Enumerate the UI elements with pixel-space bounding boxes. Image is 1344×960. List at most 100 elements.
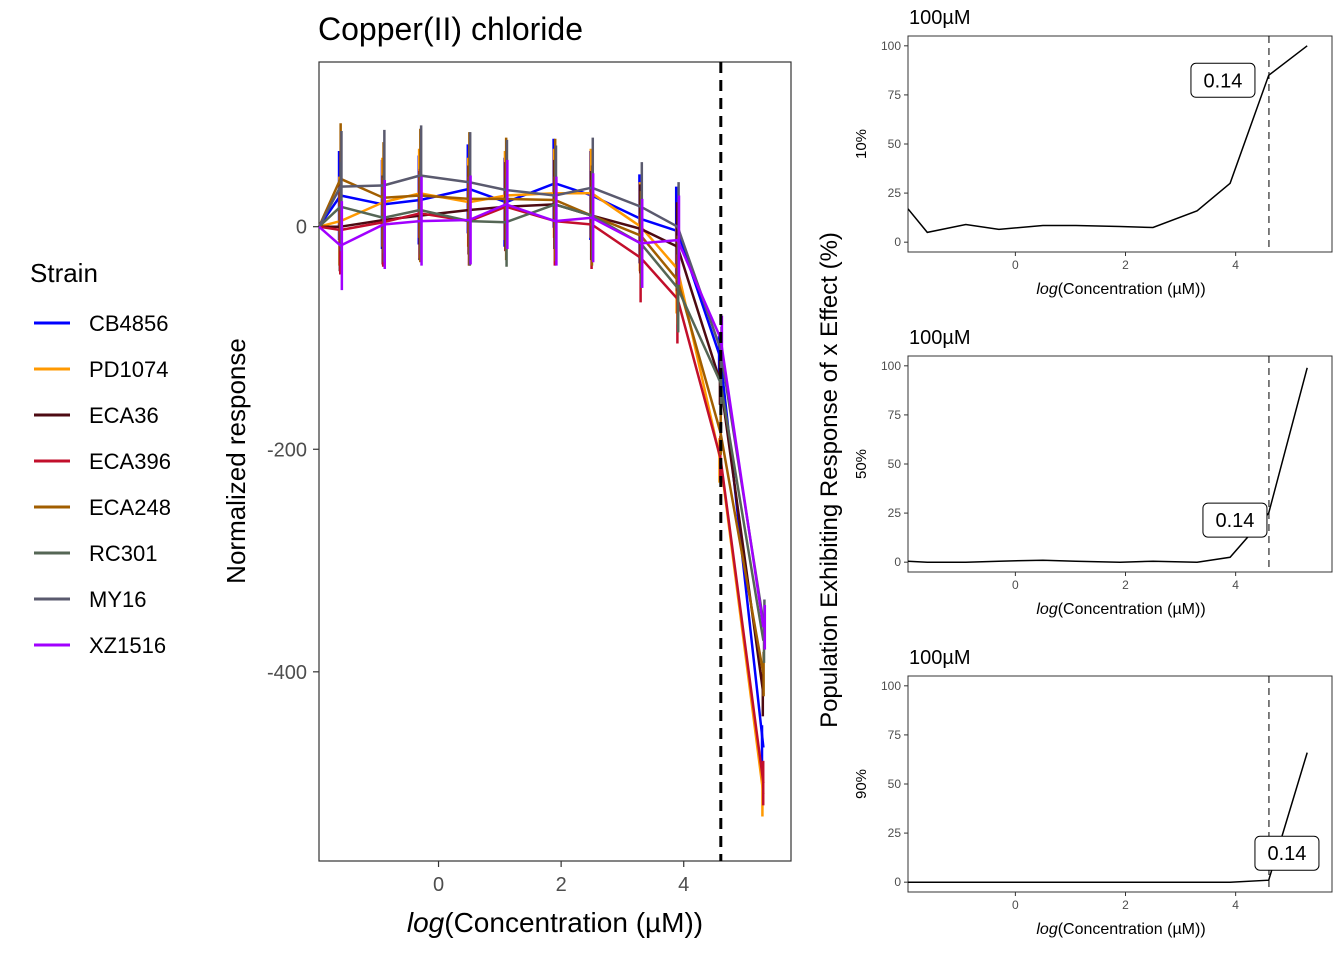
small-y-tick-label: 100 bbox=[881, 39, 901, 53]
small-x-tick-label: 0 bbox=[1012, 578, 1019, 592]
main-x-axis-label-paren-close: ) bbox=[694, 907, 703, 938]
main-x-axis-label-inner: Concentration (µM) bbox=[454, 907, 694, 938]
series-line bbox=[319, 203, 765, 695]
small-x-axis-label-log: log bbox=[1036, 281, 1057, 298]
small-y-tick-label: 25 bbox=[888, 186, 902, 200]
small-y-tick-label: 100 bbox=[881, 679, 901, 693]
small-x-axis-label-paren-open: ( bbox=[1058, 281, 1064, 298]
legend-label: XZ1516 bbox=[89, 633, 166, 658]
small-plot-border bbox=[907, 35, 1333, 253]
small-x-axis-label-paren-open: ( bbox=[1058, 601, 1064, 618]
small-plot-border bbox=[907, 355, 1333, 573]
small-y-tick-label: 100 bbox=[881, 359, 901, 373]
annotation-label: 0.14 bbox=[1215, 510, 1254, 532]
main-y-tick-label: -200 bbox=[267, 439, 307, 461]
main-y-axis-label: Normalized response bbox=[221, 338, 251, 584]
small-chart-title: 100µM bbox=[909, 327, 971, 349]
small-chart-title: 100µM bbox=[909, 7, 971, 29]
legend-label: ECA248 bbox=[89, 495, 171, 520]
small-y-tick-label: 0 bbox=[894, 235, 901, 249]
legend-item: MY16 bbox=[34, 587, 146, 612]
small-series-line bbox=[908, 367, 1308, 563]
main-chart-title: Copper(II) chloride bbox=[318, 11, 583, 47]
legend-item: ECA248 bbox=[34, 495, 171, 520]
main-x-axis-label-paren-open: ( bbox=[444, 907, 454, 938]
small-x-tick-label: 4 bbox=[1232, 578, 1239, 592]
legend-item: PD1074 bbox=[34, 357, 169, 382]
small-y-tick-label: 50 bbox=[888, 457, 902, 471]
main-y-axis-ticks: 0 -200 -400 bbox=[267, 217, 319, 684]
legend-label: ECA36 bbox=[89, 403, 159, 428]
annotation-box bbox=[1190, 62, 1256, 98]
small-x-tick-label: 0 bbox=[1012, 258, 1019, 272]
main-chart: Copper(II) chloride 0 -200 -400 0 2 4 Normal… bbox=[221, 11, 792, 938]
series-line bbox=[318, 203, 765, 628]
small-x-axis-label: log(Concentration (µM)) bbox=[1036, 601, 1205, 618]
small-x-axis-label-log: log bbox=[1036, 601, 1057, 618]
legend-item: ECA396 bbox=[34, 449, 171, 474]
small-x-tick-label: 0 bbox=[1012, 898, 1019, 912]
small-y-tick-label: 50 bbox=[888, 137, 902, 151]
small-y-tick-label: 0 bbox=[894, 555, 901, 569]
main-x-tick-label: 0 bbox=[433, 874, 444, 896]
small-chart-title: 100µM bbox=[909, 647, 971, 669]
main-y-tick-label: 0 bbox=[296, 217, 307, 239]
small-chart-50-percent: 100µM 0 25 50 75 100 0 2 4 50% log(Concentration (… bbox=[853, 327, 1333, 618]
main-y-tick-label: -400 bbox=[267, 662, 307, 684]
small-y-tick-label: 25 bbox=[888, 826, 902, 840]
small-x-axis-label-paren-open: ( bbox=[1058, 921, 1064, 938]
small-x-axis-label: log(Concentration (µM)) bbox=[1036, 921, 1205, 938]
legend-title: Strain bbox=[30, 258, 98, 288]
small-x-axis-label-inner: Concentration (µM) bbox=[1063, 281, 1200, 298]
small-chart-10-percent: 100µM 0 25 50 75 100 0 2 4 10% log(Concentration (… bbox=[853, 7, 1333, 298]
small-x-axis-label-inner: Concentration (µM) bbox=[1063, 601, 1200, 618]
legend-item: ECA36 bbox=[34, 403, 159, 428]
small-chart-90-percent: 100µM 0 25 50 75 100 0 2 4 90% log(Concentration (… bbox=[853, 647, 1333, 938]
main-x-axis-label: log(Concentration (µM)) bbox=[407, 907, 703, 938]
small-x-axis-label-paren-close: ) bbox=[1200, 281, 1205, 298]
legend-label: PD1074 bbox=[89, 357, 169, 382]
legend-label: CB4856 bbox=[89, 311, 169, 336]
annotation-box bbox=[1254, 835, 1320, 871]
small-y-tick-label: 25 bbox=[888, 506, 902, 520]
main-x-tick-label: 2 bbox=[556, 874, 567, 896]
small-x-tick-label: 2 bbox=[1122, 898, 1129, 912]
small-series-line bbox=[908, 45, 1308, 234]
small-y-axis-label: 10% bbox=[853, 129, 870, 159]
small-x-tick-label: 2 bbox=[1122, 258, 1129, 272]
small-x-tick-label: 4 bbox=[1232, 258, 1239, 272]
small-x-tick-label: 2 bbox=[1122, 578, 1129, 592]
small-x-axis-label-inner: Concentration (µM) bbox=[1063, 921, 1200, 938]
legend-label: RC301 bbox=[89, 541, 157, 566]
legend-item: CB4856 bbox=[34, 311, 169, 336]
main-chart-content bbox=[317, 62, 767, 861]
legend-label: ECA396 bbox=[89, 449, 171, 474]
small-x-tick-label: 4 bbox=[1232, 898, 1239, 912]
annotation-label: 0.14 bbox=[1203, 70, 1242, 92]
small-x-axis-label-log: log bbox=[1036, 921, 1057, 938]
legend-item: XZ1516 bbox=[34, 633, 166, 658]
legend-label: MY16 bbox=[89, 587, 146, 612]
small-series-line bbox=[908, 752, 1308, 883]
annotation-label: 0.14 bbox=[1267, 843, 1306, 865]
small-y-tick-label: 75 bbox=[888, 88, 902, 102]
series-line bbox=[317, 174, 765, 622]
legend-item: RC301 bbox=[34, 541, 157, 566]
main-x-axis-ticks: 0 2 4 bbox=[433, 861, 689, 896]
small-x-axis-label-paren-close: ) bbox=[1200, 601, 1205, 618]
legend: Strain CB4856 PD1074 ECA36 ECA396 ECA248 RC30… bbox=[30, 258, 171, 658]
small-y-tick-label: 50 bbox=[888, 777, 902, 791]
legend-items: CB4856 PD1074 ECA36 ECA396 ECA248 RC301 MY16 XZ… bbox=[34, 311, 171, 658]
shared-y-axis-label: Population Exhibiting Response of x Effe… bbox=[816, 232, 843, 728]
main-x-tick-label: 4 bbox=[678, 874, 689, 896]
small-x-axis-label-paren-close: ) bbox=[1200, 921, 1205, 938]
series-XZ1516 bbox=[318, 159, 767, 650]
annotation-box bbox=[1202, 502, 1268, 538]
small-y-axis-label: 90% bbox=[853, 769, 870, 799]
small-y-axis-label: 50% bbox=[853, 449, 870, 479]
small-y-tick-label: 75 bbox=[888, 728, 902, 742]
small-y-tick-label: 0 bbox=[894, 875, 901, 889]
small-y-tick-label: 75 bbox=[888, 408, 902, 422]
